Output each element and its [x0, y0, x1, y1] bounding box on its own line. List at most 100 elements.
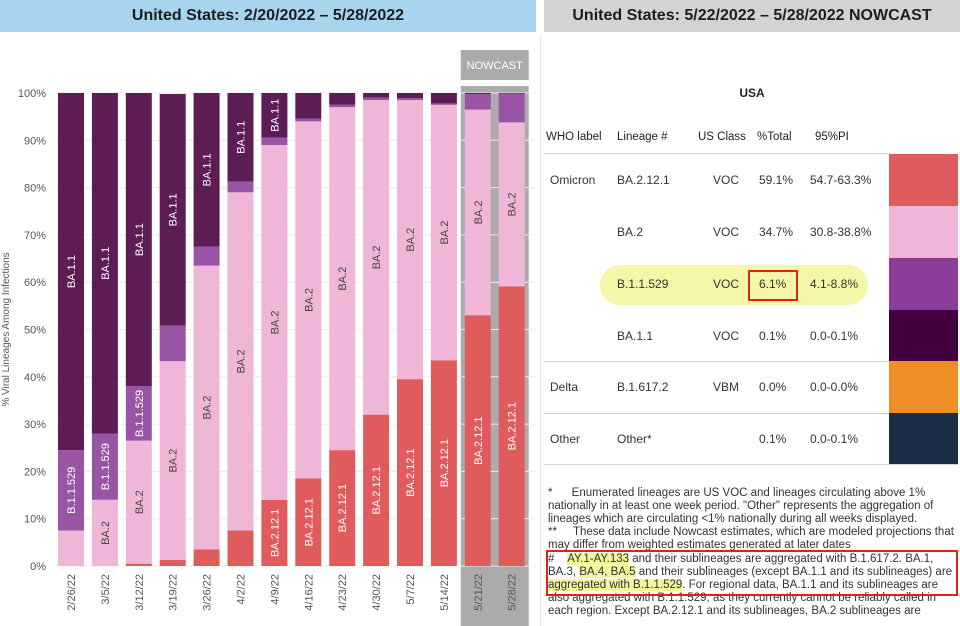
cell-us-class: VOC	[713, 225, 740, 239]
bar-segment	[329, 104, 356, 108]
bar-segment-label: B.1.1.529	[100, 443, 112, 490]
bar-segment-label: B.1.1.529	[134, 390, 146, 437]
bar-segment	[363, 93, 390, 98]
bar-segment-label: BA.2	[439, 221, 451, 245]
bar-segment	[397, 93, 423, 99]
bar-segment	[125, 440, 152, 564]
bar-segment	[464, 315, 491, 566]
footnote-1-mark: *	[548, 487, 553, 499]
footnote-3: # AY.1-AY.133 and their sublineages are …	[548, 553, 956, 618]
bar-segment-label: BA.1.1	[100, 247, 112, 280]
cell-lineage: BA.2.12.1	[617, 173, 670, 187]
footnote-2-mark: **	[548, 526, 557, 538]
footnote-3-mark: #	[548, 553, 555, 565]
bar-segment	[397, 98, 423, 101]
x-tick-label: 5/21/22	[473, 574, 485, 611]
bar-segment	[227, 93, 254, 182]
header-who-label: WHO label	[546, 131, 602, 143]
bar-segment	[498, 286, 525, 566]
bar-segment	[397, 100, 423, 380]
y-tick-label: 30%	[24, 419, 46, 431]
footnote-3-ay: AY.1-AY.133	[567, 553, 629, 565]
x-tick-label: 3/19/22	[168, 574, 180, 611]
bar-segment	[430, 104, 457, 361]
bar-segment	[193, 246, 220, 266]
bar-segment-label: BA.2	[337, 267, 349, 291]
y-tick-label: 70%	[24, 230, 46, 242]
cell-us-class: VOC	[713, 277, 740, 291]
table-header-separator	[544, 153, 890, 154]
annotation-box-percent	[748, 270, 798, 301]
cell-lineage: BA.1.1	[617, 328, 654, 343]
legend-swatch	[889, 258, 958, 310]
x-tick-label: 2/26/22	[66, 574, 78, 611]
cell-percent-total: 59.1%	[759, 173, 794, 187]
bar-segment	[329, 93, 356, 105]
bar-segment-label: BA.2	[405, 228, 417, 252]
x-tick-label: 4/23/22	[337, 574, 349, 611]
bar-segment	[430, 93, 457, 104]
bar-segment	[363, 414, 390, 566]
x-tick-label: 4/2/22	[236, 574, 248, 605]
bar-segment	[159, 559, 186, 566]
bar-segment	[91, 499, 118, 566]
header-95-pi: 95%PI	[815, 131, 849, 143]
bar-segment-label: BA.2	[202, 396, 214, 420]
table-bottom-border	[544, 464, 958, 465]
footnote-3-text-b: and their sublineages are aggregated wit…	[548, 553, 934, 578]
header-us-class: US Class	[698, 131, 746, 143]
x-tick-label: 4/9/22	[269, 574, 281, 605]
bar-segment	[464, 109, 491, 316]
cell-lineage: B.1.1.529	[617, 277, 669, 291]
x-tick-label: 5/14/22	[439, 574, 451, 611]
bar-segment	[58, 530, 84, 566]
bar-segment-label: BA.2	[168, 449, 180, 473]
bar-segment	[193, 265, 220, 550]
bar-segment	[295, 118, 322, 122]
bar-segment-label: BA.2.12.1	[405, 448, 417, 496]
cell-percent-total: 0.0%	[759, 380, 787, 394]
y-tick-label: 80%	[24, 183, 46, 195]
bar-segment	[261, 499, 288, 566]
bar-segment-label: BA.2	[134, 490, 146, 514]
bar-segment-label: BA.1.1	[202, 153, 214, 186]
footnote-2: ** These data include Nowcast estimates,…	[548, 526, 956, 552]
bar-segment	[295, 121, 322, 479]
bar-segment-label: BA.2.12.1	[269, 509, 281, 557]
footnote-3-text-d: and their sublineages (except BA.1.1 and…	[635, 566, 953, 578]
cell-us-class: VOC	[713, 173, 740, 187]
cell-who-label: Omicron	[550, 173, 596, 187]
x-tick-label: 4/30/22	[371, 574, 383, 611]
bar-segment	[58, 450, 84, 531]
x-tick-label: 5/7/22	[405, 574, 417, 605]
cell-lineage: B.1.617.2	[617, 380, 669, 394]
y-tick-label: 90%	[24, 135, 46, 147]
cell-95-pi: 4.1-8.8%	[810, 277, 859, 291]
footnote-1: * Enumerated lineages are US VOC and lin…	[548, 487, 956, 526]
bar-segment-label: BA.2	[473, 201, 485, 225]
bar-segment	[125, 386, 152, 441]
right-panel-title: United States: 5/22/2022 – 5/28/2022 NOW…	[544, 0, 960, 32]
legend-swatch	[889, 154, 958, 206]
y-axis-label: % Viral Lineages Among Infections	[1, 252, 12, 406]
legend-swatch	[889, 361, 958, 413]
cell-95-pi: 0.0-0.1%	[810, 431, 859, 446]
panel-divider	[540, 36, 541, 626]
annotation-box-footnote	[546, 550, 958, 596]
bar-segment	[125, 563, 152, 566]
bar-segment-label: BA.2	[236, 349, 248, 373]
bar-segment-label: BA.2.12.1	[473, 416, 485, 464]
bar-segment-label: BA.2	[100, 521, 112, 545]
y-tick-label: 100%	[18, 88, 46, 100]
bar-segment-label: BA.1.1	[168, 193, 180, 226]
bar-segment	[159, 93, 186, 326]
bar-segment	[261, 93, 288, 138]
bar-segment	[159, 325, 186, 362]
x-tick-label: 3/26/22	[202, 574, 214, 611]
bar-segment	[227, 181, 254, 193]
bar-segment-label: B.1.1.529	[66, 467, 78, 514]
legend-swatch	[889, 310, 958, 361]
highlight-b11529-row	[600, 265, 868, 305]
y-tick-label: 0%	[30, 561, 46, 573]
bar-segment	[397, 379, 423, 566]
